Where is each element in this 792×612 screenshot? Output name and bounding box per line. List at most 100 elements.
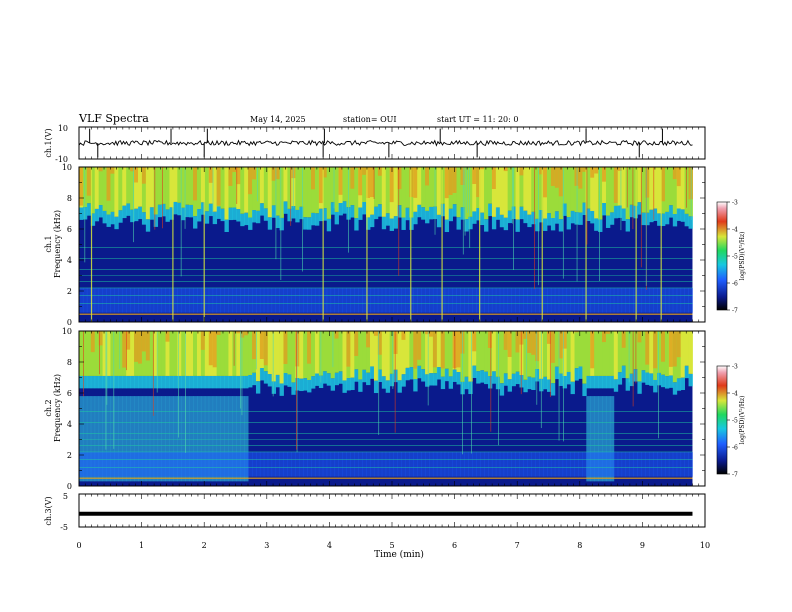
spectrogram-cell (641, 451, 646, 477)
spectrogram-cell (255, 167, 261, 211)
spectrogram-cell (546, 331, 552, 344)
spectrogram-cell (527, 376, 532, 390)
spectrogram-cell (664, 211, 670, 225)
spectrogram-cell (263, 167, 269, 209)
spectrogram-cell (338, 167, 343, 195)
spectrogram-cell (594, 375, 599, 389)
spectrogram-cell (165, 167, 170, 210)
spectrogram-cell (106, 214, 111, 227)
spectrogram-cell (519, 287, 524, 313)
spectrogram-cell (362, 167, 367, 175)
spectrogram-cell (177, 375, 182, 389)
spectrogram-cell (196, 167, 202, 210)
spectrogram-cell (307, 331, 312, 364)
spectrogram-cell (519, 167, 524, 176)
spectrogram-ytick-label: 0 (67, 482, 72, 491)
spectrogram-cell (334, 331, 339, 373)
spectrogram-cell (82, 451, 88, 477)
spectrogram-cell (444, 368, 450, 382)
spectrogram-cell (130, 451, 135, 477)
spectrogram-cell (594, 167, 599, 219)
spectrogram-cell (82, 396, 88, 482)
spectrogram-cell (680, 209, 686, 222)
spectrogram-cell (275, 287, 280, 313)
spectrogram-cell (177, 202, 182, 216)
spectrogram-cell (173, 396, 178, 482)
spectrogram-cell (562, 167, 568, 204)
spectrogram-cell (480, 167, 485, 213)
spectrogram-cell (546, 287, 552, 313)
spectrogram-cell (216, 206, 221, 219)
spectrogram-cell (574, 451, 579, 477)
spectrogram-cell (472, 211, 477, 224)
spectrogram-cell (307, 217, 312, 230)
spectrogram-cell (558, 331, 564, 359)
spectrogram-cell (684, 451, 689, 477)
spectrogram-cell (680, 331, 686, 378)
spectrogram-cell (122, 205, 127, 219)
spectrogram-cell (590, 375, 595, 389)
spectrogram-cell (271, 287, 277, 313)
spectrogram-cell (287, 287, 292, 313)
spectrogram-cell (503, 451, 509, 477)
spectrogram-cell (613, 205, 619, 219)
spectrogram-cell (645, 167, 650, 198)
spectrogram-cell (436, 287, 442, 313)
spectrogram-cell (519, 206, 524, 220)
xtick-label: 1 (139, 541, 144, 550)
spectrogram-cell (609, 396, 615, 482)
spectrogram-cell (244, 375, 249, 389)
spectrogram-cell (263, 331, 269, 366)
spectrogram-cell (240, 451, 245, 477)
spectrogram-cell (228, 375, 233, 389)
ch3v-ylabel: ch.3(V) (44, 496, 53, 525)
spectrogram-cell (440, 167, 446, 204)
spectrogram-cell (283, 373, 288, 386)
spectrogram-cell (570, 167, 575, 211)
spectrogram-cell (535, 369, 540, 382)
spectrogram-cell (98, 331, 103, 346)
spectrogram-cell (287, 451, 292, 477)
spectrogram-cell (193, 216, 198, 229)
colorbar-1-ticks: -3 -4 -5 -6 -7 (727, 200, 738, 315)
spectrogram-cell (82, 287, 88, 313)
xtick-label: 2 (202, 541, 207, 550)
spectrogram-cell (468, 451, 473, 477)
spectrogram-cell (173, 287, 178, 313)
spectrogram-cell (511, 287, 516, 313)
spectrogram-cell (531, 331, 536, 355)
no-data-region (692, 331, 705, 486)
spectrogram-cell (629, 204, 634, 218)
spectrogram-cell (570, 451, 575, 477)
spectrogram-cell (440, 376, 446, 390)
spectrogram-cell (507, 331, 512, 357)
spectrogram-cell (554, 451, 560, 477)
spectrogram-cell (468, 216, 473, 230)
spectrogram-cell (523, 167, 528, 211)
spectrogram-cell (342, 287, 347, 313)
spectrogram-cell (582, 331, 587, 384)
spectrogram-cell (405, 451, 410, 477)
spectrogram-cell (208, 451, 214, 477)
spectrogram-cell (543, 331, 548, 377)
spectrogram-cell (145, 451, 151, 477)
spectrogram-cell (550, 451, 556, 477)
spectrogram-cell (165, 287, 170, 313)
spectrogram-cell (590, 167, 595, 178)
spectrogram-cell (539, 209, 544, 223)
spectrogram-cell (401, 331, 406, 340)
spectrogram-cell (291, 331, 296, 383)
spectrogram-cell (578, 167, 583, 189)
spectrogram-cell (558, 167, 564, 197)
spectrogram-cell (381, 167, 387, 217)
spectrogram-cell (326, 167, 332, 219)
spectrogram-cell (523, 451, 528, 477)
spectrogram-cell (688, 216, 693, 229)
ch1v-ylabel: ch.1(V) (44, 128, 53, 157)
spectrogram-cell (141, 396, 147, 482)
spectrogram-cell (397, 205, 402, 218)
spectrogram-cell (126, 375, 131, 389)
spectrogram-cell (98, 396, 103, 482)
spectrogram-cell (248, 217, 253, 230)
spectrogram-cell (641, 167, 646, 213)
